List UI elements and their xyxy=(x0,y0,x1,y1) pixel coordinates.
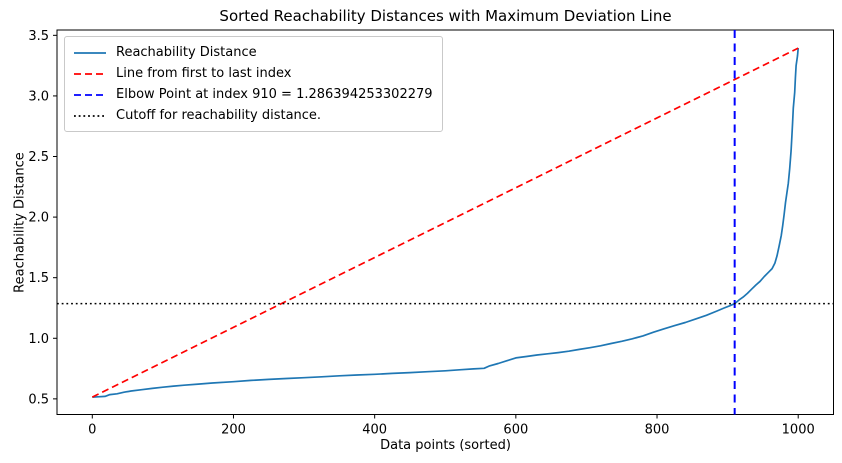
x-axis-label: Data points (sorted) xyxy=(380,438,511,453)
x-tick-label: 600 xyxy=(503,423,528,438)
x-tick-label: 400 xyxy=(362,423,387,438)
legend: Reachability Distance Line from first to… xyxy=(64,36,443,132)
y-tick-label: 3.5 xyxy=(28,29,49,44)
chart-title: Sorted Reachability Distances with Maxim… xyxy=(219,7,672,25)
legend-item-cutoff: Cutoff for reachability distance. xyxy=(73,107,433,124)
legend-label: Cutoff for reachability distance. xyxy=(116,108,322,123)
x-tick-label: 1000 xyxy=(782,423,815,438)
axes-spines xyxy=(56,29,834,415)
x-tick-label: 800 xyxy=(645,423,670,438)
legend-label: Elbow Point at index 910 = 1.28639425330… xyxy=(116,87,433,102)
legend-label: Line from first to last index xyxy=(116,66,292,81)
legend-line-swatch xyxy=(74,72,106,75)
legend-line-swatch xyxy=(74,114,106,117)
y-tick-label: 3.0 xyxy=(28,89,49,104)
y-tick-label: 0.5 xyxy=(28,392,49,407)
legend-item-reachability-distance: Reachability Distance xyxy=(73,44,433,61)
legend-label: Reachability Distance xyxy=(116,45,257,60)
y-tick-label: 1.5 xyxy=(28,271,49,286)
legend-item-elbow-point: Elbow Point at index 910 = 1.28639425330… xyxy=(73,86,433,103)
y-axis-label: Reachability Distance xyxy=(12,152,28,293)
legend-line-swatch xyxy=(74,51,106,54)
legend-item-first-to-last-line: Line from first to last index xyxy=(73,65,433,82)
y-tick-label: 2.0 xyxy=(28,211,49,226)
x-tick-label: 0 xyxy=(88,423,96,438)
series-reachability-distance xyxy=(92,48,800,398)
legend-line-swatch xyxy=(74,93,106,96)
x-tick-label: 200 xyxy=(221,423,246,438)
y-tick-label: 2.5 xyxy=(28,150,49,165)
y-tick-label: 1.0 xyxy=(28,332,49,347)
